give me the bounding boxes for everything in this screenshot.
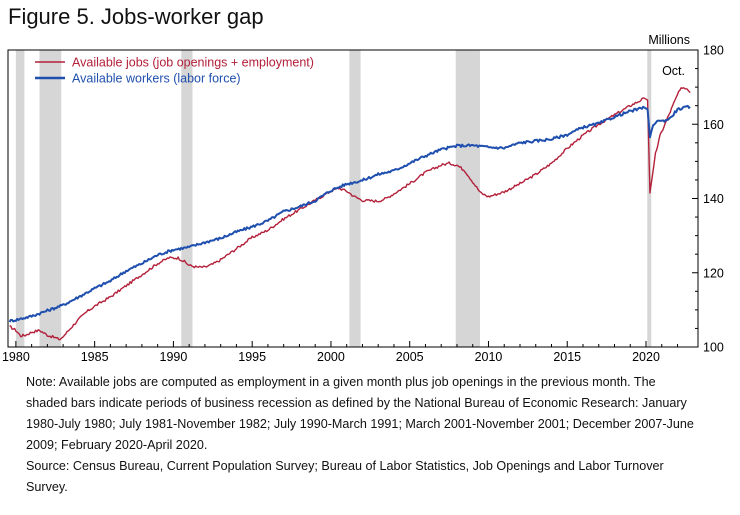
y-tick-label: 140 — [703, 192, 724, 206]
legend-label: Available jobs (job openings + employmen… — [72, 56, 314, 70]
recession-band-1 — [15, 50, 25, 347]
x-tick-label: 2000 — [317, 350, 345, 364]
y-tick-label: 100 — [703, 341, 724, 355]
legend: Available jobs (job openings + employmen… — [35, 56, 314, 86]
recession-bands — [15, 50, 652, 347]
recession-band-5 — [455, 50, 480, 347]
recession-band-4 — [349, 50, 361, 347]
figure-title: Figure 5. Jobs-worker gap — [8, 4, 264, 29]
x-tick-label: 1980 — [2, 350, 30, 364]
source-text: Source: Census Bureau, Current Populatio… — [26, 459, 664, 494]
y-tick-label: 160 — [703, 118, 724, 132]
series-line-available-jobs — [9, 87, 691, 341]
legend-label: Available workers (labor force) — [72, 72, 241, 86]
x-tick-label: 1985 — [81, 350, 109, 364]
series-line-available-workers — [8, 104, 691, 323]
chart: 1980 1985 1990 1995 2000 2005 2010 2015 2020 100… — [2, 33, 724, 364]
x-tick-label: 2015 — [553, 350, 581, 364]
y-axis-label: Millions — [648, 33, 690, 47]
recession-band-6 — [647, 50, 652, 347]
annotation-oct: Oct. — [662, 64, 685, 78]
x-axis: 1980 1985 1990 1995 2000 2005 2010 2015 2020 — [2, 341, 679, 364]
x-tick-label: 1995 — [238, 350, 266, 364]
note-text: Note: Available jobs are computed as emp… — [26, 375, 694, 452]
x-tick-label: 2020 — [632, 350, 660, 364]
x-tick-label: 2010 — [475, 350, 503, 364]
figure-note: Note: Available jobs are computed as emp… — [10, 372, 700, 498]
x-tick-label: 2005 — [396, 350, 424, 364]
y-tick-label: 180 — [703, 44, 724, 58]
y-axis: 100 120 140 160 180 — [692, 44, 724, 355]
y-tick-label: 120 — [703, 266, 724, 280]
series-lines — [8, 87, 691, 341]
x-tick-label: 1990 — [160, 350, 188, 364]
recession-band-3 — [181, 50, 193, 347]
recession-band-2 — [39, 50, 62, 347]
